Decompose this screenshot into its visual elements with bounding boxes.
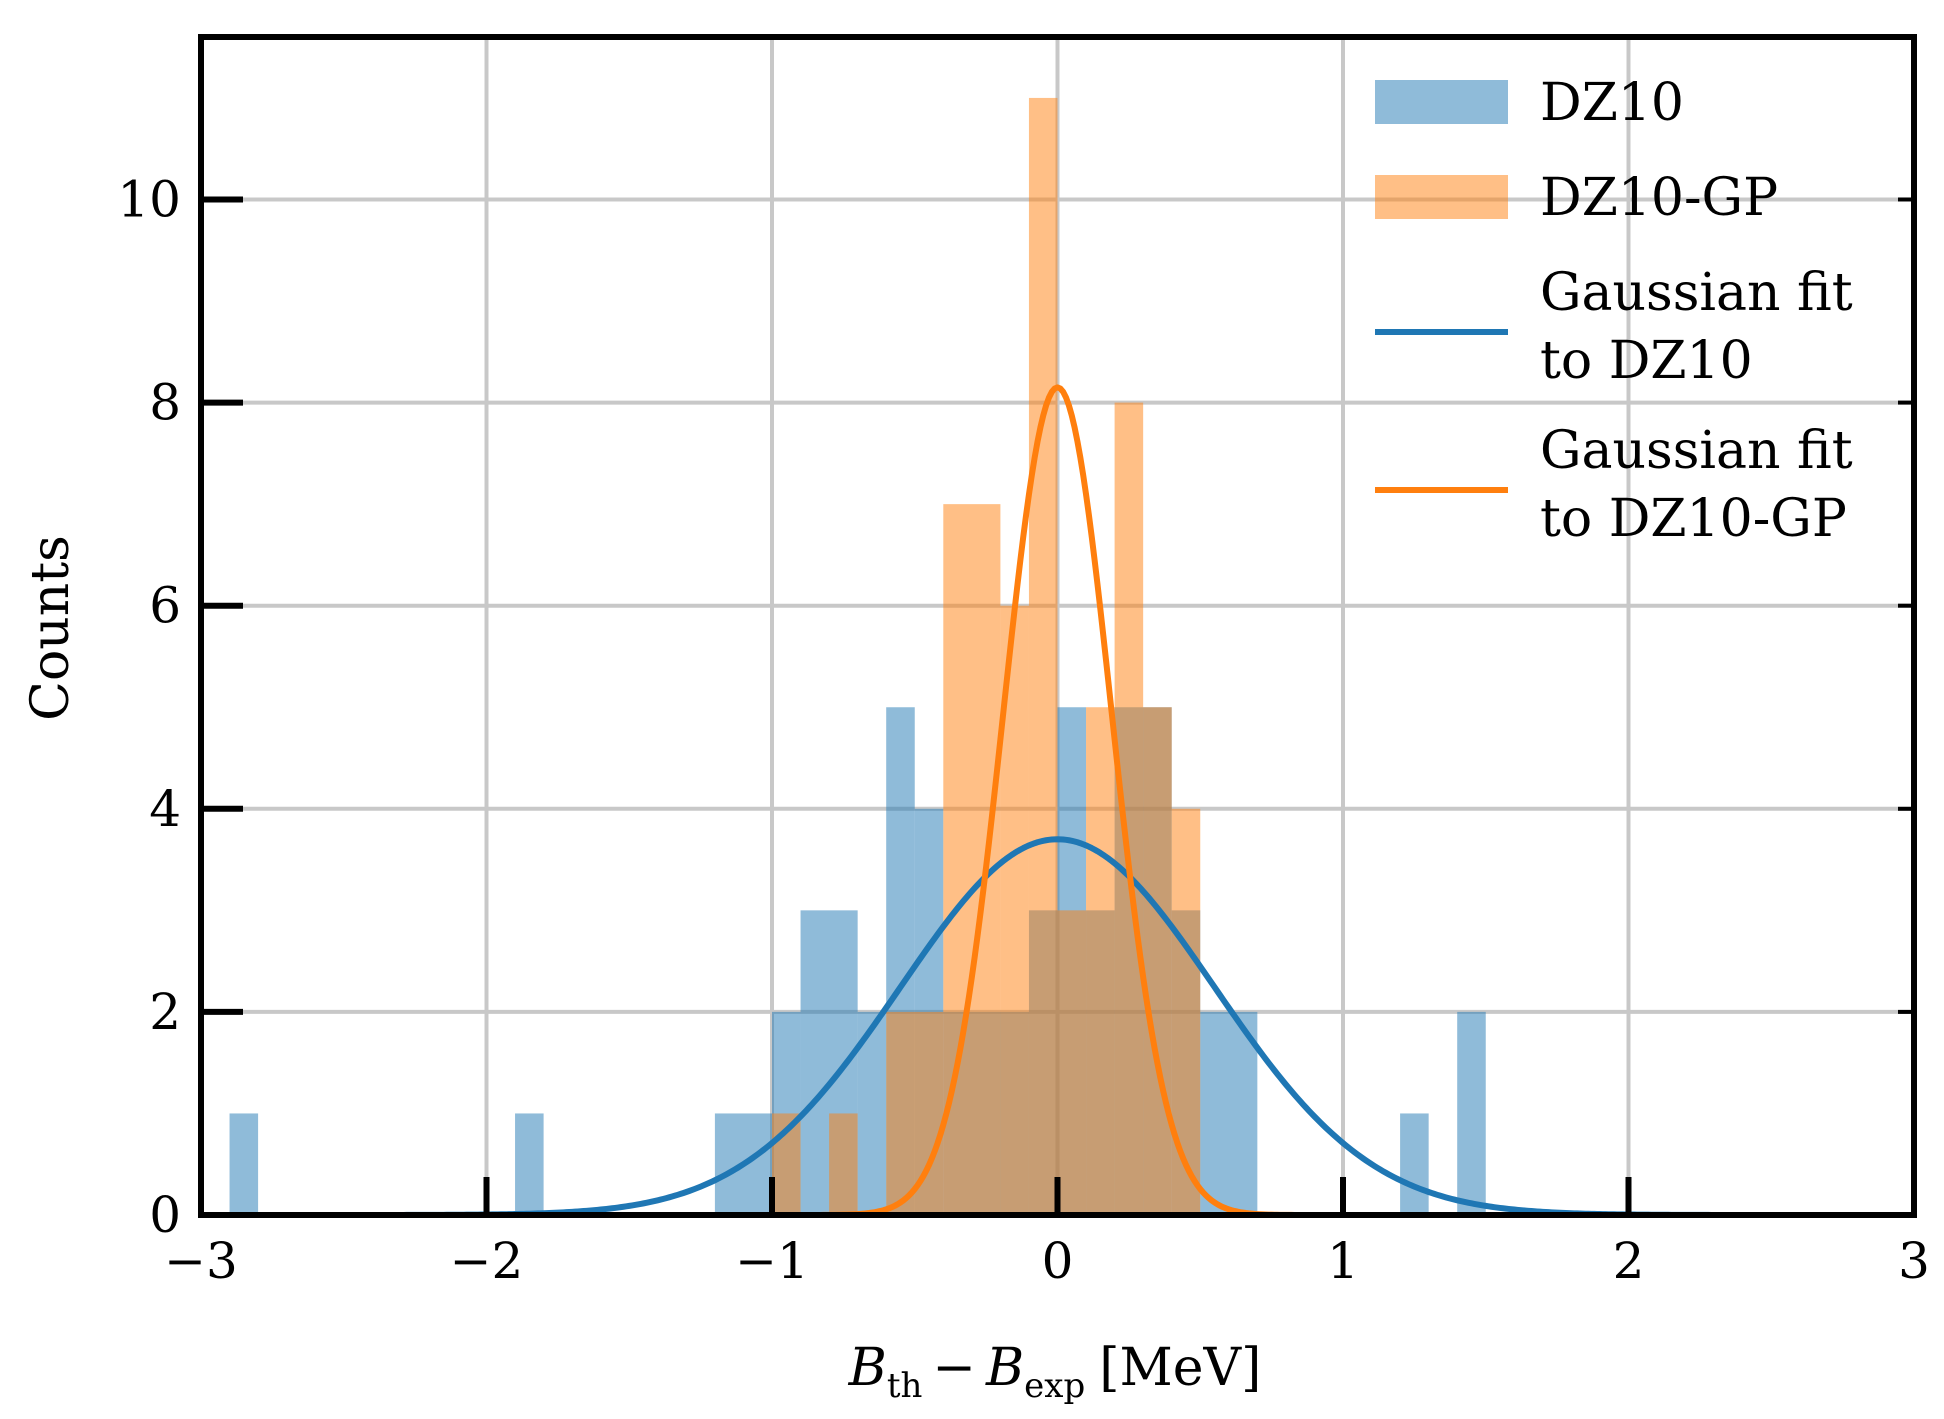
y-tick-label: 6 (149, 577, 181, 635)
histogram-bar-dz10-gp (886, 1011, 944, 1215)
x-tick-label: 0 (1042, 1232, 1074, 1290)
legend-label: Gaussian fit (1540, 421, 1853, 481)
x-tick-label: 2 (1613, 1232, 1645, 1290)
histogram-bar-dz10-gp (1114, 402, 1144, 1216)
x-tick-label: 3 (1898, 1232, 1930, 1290)
histogram-bar-dz10 (1400, 1113, 1429, 1215)
y-tick-label: 2 (149, 983, 181, 1041)
y-tick-label: 10 (117, 170, 181, 228)
x-tick-label: 1 (1327, 1232, 1359, 1290)
axes: −3 −2 −1 0 1 2 3 0 2 4 6 8 10 (117, 34, 1930, 1290)
histogram-bar-dz10-gp (1171, 808, 1201, 1215)
x-tick-label: −1 (735, 1232, 809, 1290)
histogram-bar-dz10 (515, 1113, 544, 1215)
histogram-bar-dz10-gp (1028, 97, 1058, 1216)
y-tick-label: 4 (149, 780, 181, 838)
x-label-sub-th: th (887, 1366, 923, 1406)
y-axis-label: Counts (21, 535, 81, 721)
histogram-bar-dz10 (1200, 1011, 1258, 1215)
legend-label: DZ10-GP (1540, 168, 1778, 228)
histogram-bar-dz10-gp (1057, 910, 1087, 1215)
y-tick-label: 0 (149, 1186, 181, 1244)
legend-label: Gaussian fit (1540, 263, 1853, 323)
x-tick-label: −3 (164, 1232, 238, 1290)
x-label-b-th: B (848, 1338, 887, 1398)
legend-label: to DZ10-GP (1540, 489, 1847, 549)
x-label-minus: − (932, 1338, 976, 1398)
histogram-bar-dz10 (1457, 1011, 1486, 1215)
legend-label: to DZ10 (1540, 331, 1753, 391)
legend-swatch-patch (1375, 80, 1508, 124)
x-tick-label: −2 (450, 1232, 524, 1290)
histogram-bar-dz10 (229, 1113, 259, 1215)
histogram-bar-dz10-gp (1143, 707, 1172, 1215)
x-label-sub-exp: exp (1024, 1366, 1085, 1406)
legend-swatch-patch (1375, 175, 1508, 219)
legend-label: DZ10 (1540, 73, 1684, 133)
histogram-bar-dz10-gp (943, 504, 1001, 1215)
x-label-b-exp: B (985, 1338, 1024, 1398)
histogram-bar-dz10-gp (829, 1113, 858, 1215)
histogram-bar-dz10-gp (1086, 707, 1115, 1215)
y-tick-label: 8 (149, 374, 181, 432)
legend: DZ10 DZ10-GP Gaussian fit to DZ10 Gaussian f… (1375, 73, 1853, 549)
x-label-unit: [MeV] (1099, 1338, 1261, 1398)
x-axis-label: Bth − Bexp [MeV] (848, 1338, 1262, 1406)
